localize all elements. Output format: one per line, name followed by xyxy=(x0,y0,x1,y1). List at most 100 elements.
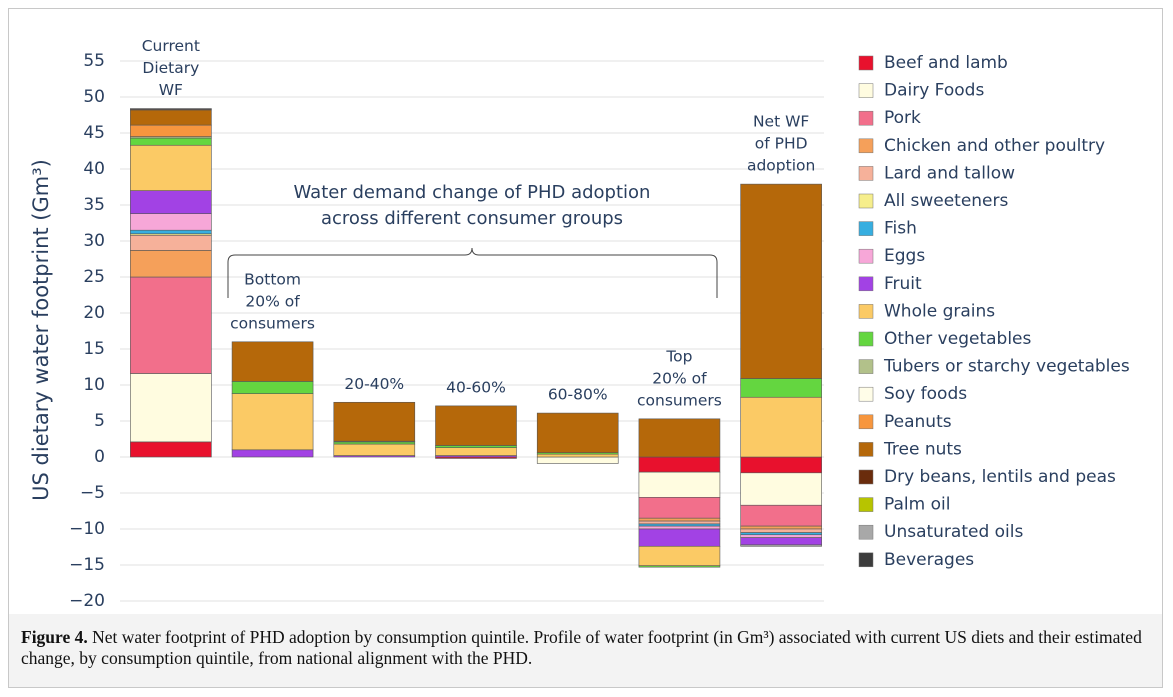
bar-segment xyxy=(638,418,721,458)
bar-segment xyxy=(638,497,721,519)
bar-segment xyxy=(740,378,822,398)
bar-segment xyxy=(130,441,212,458)
y-tick-label: 40 xyxy=(83,159,105,179)
legend-label: Eggs xyxy=(884,246,925,266)
y-tick-label: 25 xyxy=(83,267,105,287)
category-label: Top xyxy=(665,347,692,365)
brace xyxy=(227,247,718,298)
bar-segment xyxy=(740,532,822,536)
legend-label: Whole grains xyxy=(884,301,995,321)
legend-swatch xyxy=(858,83,874,98)
bar-segment xyxy=(740,528,822,533)
y-tick-label: −10 xyxy=(69,519,105,539)
legend-swatch xyxy=(858,138,874,154)
bar-segment xyxy=(130,250,212,278)
y-tick-label: −5 xyxy=(80,483,105,503)
y-axis-title: US dietary water footprint (Gm³) xyxy=(29,159,53,501)
legend-label: Fruit xyxy=(884,274,922,294)
bar-segment xyxy=(130,213,212,231)
legend-swatch xyxy=(858,304,874,319)
bar-segment xyxy=(740,396,822,458)
chart: US dietary water footprint (Gm³) Water d… xyxy=(29,37,1130,611)
category-label: 20% of xyxy=(245,292,300,310)
bar-segment xyxy=(231,393,314,451)
category-label: Net WF xyxy=(753,113,809,131)
category-label: consumers xyxy=(637,391,722,409)
legend-label: All sweeteners xyxy=(884,191,1009,211)
bar-segment xyxy=(435,405,517,446)
bar-segment xyxy=(638,528,721,547)
bar-segment xyxy=(333,401,416,442)
category-label: 20% of xyxy=(652,369,707,387)
legend-swatch xyxy=(858,193,874,209)
legend-label: Dry beans, lentils and peas xyxy=(884,467,1116,487)
legend-label: Soy foods xyxy=(884,384,967,404)
category-label: 20-40% xyxy=(344,375,404,393)
legend-label: Peanuts xyxy=(884,412,952,432)
category-label: Current xyxy=(142,37,200,55)
bar-segment xyxy=(740,183,822,379)
legend-swatch xyxy=(858,524,874,540)
legend-label: Palm oil xyxy=(884,495,950,515)
legend-swatch xyxy=(858,276,874,292)
y-tick-label: 55 xyxy=(83,51,105,71)
bar-segment xyxy=(231,449,314,458)
bar-segment xyxy=(130,373,212,443)
y-tick-label: 10 xyxy=(83,375,105,395)
legend-label: Other vegetables xyxy=(884,329,1031,349)
legend-label: Pork xyxy=(884,108,921,128)
bar-segment xyxy=(638,565,721,568)
figure-frame xyxy=(8,8,1163,688)
bar-segment xyxy=(638,545,721,567)
category-label: 60-80% xyxy=(548,386,608,404)
bar-segment xyxy=(740,472,822,506)
bar-segment xyxy=(130,137,212,146)
legend-label: Beef and lamb xyxy=(884,53,1008,73)
bar-segment xyxy=(536,456,619,464)
bar-segment xyxy=(740,525,822,530)
bar-segment xyxy=(638,520,721,525)
bar-segment xyxy=(130,109,212,126)
legend-swatch xyxy=(858,497,874,512)
legend-label: Unsaturated oils xyxy=(884,522,1024,542)
legend-swatch xyxy=(858,469,874,485)
bar-segment xyxy=(536,453,619,458)
bar-segment xyxy=(740,534,822,538)
category-label: consumers xyxy=(230,314,315,332)
legend-swatch xyxy=(858,248,874,264)
legend-label: Dairy Foods xyxy=(884,81,984,101)
bar-segment xyxy=(130,144,212,191)
caption: Figure 4. Net water footprint of PHD ado… xyxy=(9,614,1162,687)
category-label: of PHD xyxy=(755,135,808,153)
bar-segment xyxy=(638,517,721,522)
bar-segment xyxy=(435,445,517,448)
category-label: Bottom xyxy=(244,270,301,288)
y-tick-label: 20 xyxy=(83,303,105,323)
annotation: Water demand change of PHD adoption xyxy=(294,182,651,203)
bar-segment xyxy=(638,525,721,530)
category-label: Dietary xyxy=(142,59,199,77)
y-tick-label: 5 xyxy=(94,411,105,431)
legend-label: Chicken and other poultry xyxy=(884,136,1105,156)
legend-swatch xyxy=(858,110,874,126)
bar-segment xyxy=(740,456,822,474)
bar-segment xyxy=(130,190,212,214)
bar-segment xyxy=(130,108,212,110)
bar-segment xyxy=(638,523,721,527)
legend-swatch xyxy=(858,552,874,568)
bar-segment xyxy=(435,447,517,456)
annotation: across different consumer groups xyxy=(321,208,623,229)
legend-label: Tree nuts xyxy=(883,439,962,459)
legend-label: Fish xyxy=(884,219,917,239)
bar-segment xyxy=(740,504,822,527)
caption-label: Figure 4. xyxy=(21,627,88,647)
bar-segment xyxy=(740,544,822,547)
category-label: 40-60% xyxy=(446,378,506,396)
bar-segment xyxy=(638,471,721,498)
bar-segment xyxy=(333,443,416,456)
bar-segment xyxy=(638,456,721,473)
y-tick-label: 50 xyxy=(83,87,105,107)
legend-swatch xyxy=(858,414,874,430)
legend-label: Lard and tallow xyxy=(884,163,1015,183)
